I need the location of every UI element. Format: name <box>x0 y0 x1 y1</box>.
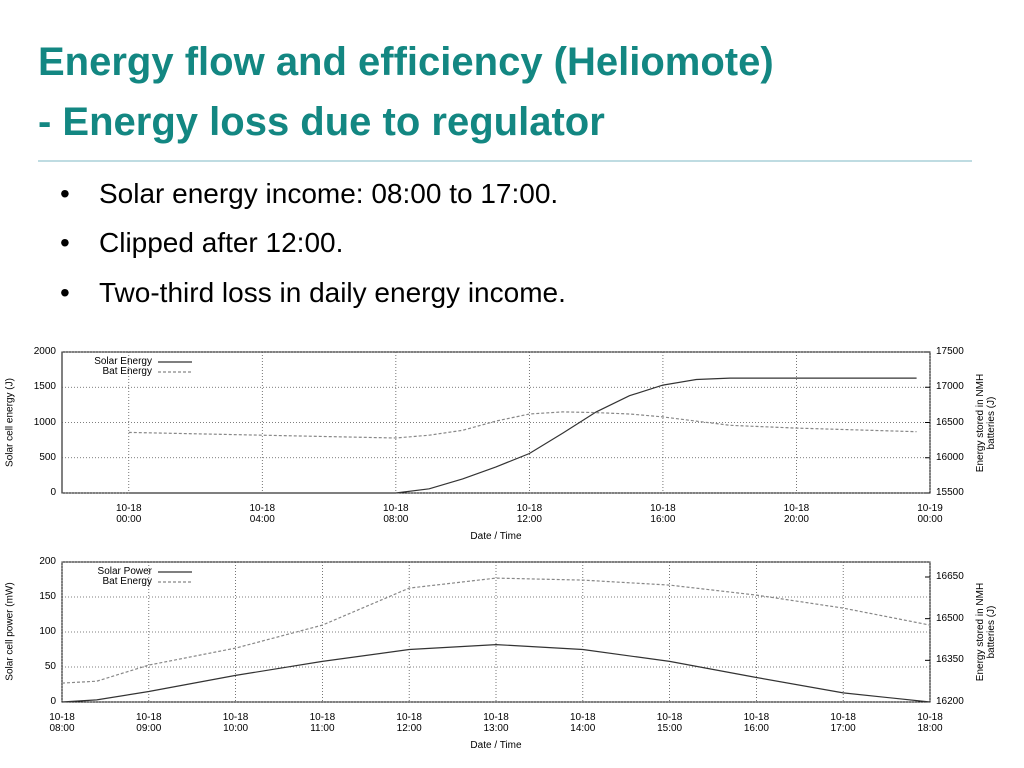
y2-axis-title: Energy stored in NMH batteries (J) <box>975 373 997 472</box>
x-tick-label: 10-18 08:00 <box>383 503 409 525</box>
y-tick-label: 500 <box>39 451 56 463</box>
x-tick-label: 10-18 10:00 <box>222 712 249 734</box>
x-tick-label: 10-18 15:00 <box>656 712 683 734</box>
x-tick-label: 10-18 12:00 <box>516 503 543 525</box>
bullet-text: Clipped after 12:00. <box>99 227 344 258</box>
slide-title: Energy flow and efficiency (Heliomote) <box>38 40 774 84</box>
y2-tick-label: 16000 <box>936 451 964 463</box>
y-tick-label: 150 <box>39 591 56 602</box>
y-tick-label: 1500 <box>33 381 56 393</box>
y2-axis-title: Energy stored in NMH batteries (J) <box>975 582 997 682</box>
legend-label: Bat Energy <box>102 576 152 587</box>
y2-tick-label: 16350 <box>936 654 964 666</box>
series-line <box>128 411 917 439</box>
y2-tick-label: 16650 <box>936 571 964 582</box>
bullet: Clipped after 12:00. <box>60 227 344 259</box>
bullet-text: Two-third loss in daily energy income. <box>99 277 566 308</box>
legend-label: Solar Energy <box>94 356 152 367</box>
y2-tick-label: 16500 <box>936 416 964 428</box>
x-tick-label: 10-18 12:00 <box>396 712 422 734</box>
y-tick-label: 0 <box>50 696 56 707</box>
x-tick-label: 10-18 04:00 <box>249 503 276 525</box>
bullet-text: Solar energy income: 08:00 to 17:00. <box>99 178 559 209</box>
legend-label: Bat Energy <box>102 366 152 377</box>
legend-label: Solar Power <box>97 566 152 577</box>
x-tick-label: 10-18 17:00 <box>830 712 856 734</box>
y2-tick-label: 15500 <box>936 487 964 498</box>
y-axis-title: Solar cell power (mW) <box>4 582 16 681</box>
x-axis-title: Date / Time <box>470 531 522 542</box>
series-line <box>61 643 931 703</box>
x-tick-label: 10-18 08:00 <box>49 712 75 734</box>
y-tick-label: 1000 <box>33 416 56 428</box>
y-tick-label: 100 <box>39 626 56 637</box>
y2-tick-label: 17000 <box>936 381 964 393</box>
x-tick-label: 10-18 09:00 <box>136 712 162 734</box>
slide-title: - Energy loss due to regulator <box>38 100 605 144</box>
x-tick-label: 10-18 13:00 <box>483 712 509 734</box>
x-tick-label: 10-18 16:00 <box>743 712 770 734</box>
x-tick-label: 10-19 00:00 <box>917 503 943 525</box>
x-tick-label: 10-18 20:00 <box>783 503 810 525</box>
y-tick-label: 2000 <box>33 346 56 357</box>
x-axis-title: Date / Time <box>470 740 522 751</box>
y2-tick-label: 17500 <box>936 346 964 357</box>
y2-tick-label: 16200 <box>936 696 964 707</box>
plot-frame <box>61 351 931 494</box>
x-tick-label: 10-18 11:00 <box>309 712 336 734</box>
series-line <box>61 577 931 684</box>
x-tick-label: 10-18 16:00 <box>650 503 676 525</box>
series-line <box>128 377 917 494</box>
y-tick-label: 50 <box>44 661 56 672</box>
x-tick-label: 10-18 00:00 <box>115 503 142 525</box>
y-axis-title: Solar cell energy (J) <box>4 377 16 467</box>
y2-tick-label: 16500 <box>936 612 964 624</box>
x-tick-label: 10-18 14:00 <box>570 712 596 734</box>
y-tick-label: 0 <box>50 487 56 498</box>
bullet: Solar energy income: 08:00 to 17:00. <box>60 178 559 210</box>
bullet: Two-third loss in daily energy income. <box>60 277 566 309</box>
x-tick-label: 10-18 18:00 <box>917 712 943 734</box>
y-tick-label: 200 <box>39 556 56 567</box>
